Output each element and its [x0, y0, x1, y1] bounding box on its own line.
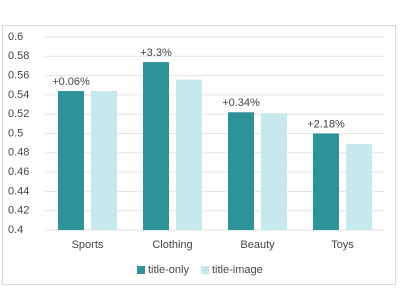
y-tick-label: 0.44 — [8, 185, 29, 197]
bar — [261, 113, 287, 230]
y-tick-label: 0.54 — [8, 89, 29, 101]
y-tick-label: 0.58 — [8, 50, 29, 62]
annotation: +0.34% — [222, 97, 260, 109]
annotation: +0.06% — [52, 76, 90, 88]
bar — [313, 133, 339, 230]
bar — [346, 144, 372, 230]
bar — [143, 62, 169, 231]
y-tick-label: 0.48 — [8, 147, 29, 159]
legend-label: title-only — [148, 264, 189, 276]
y-tick-label: 0.5 — [8, 127, 23, 139]
bar — [228, 112, 254, 230]
x-tick-label: Beauty — [240, 239, 275, 251]
y-tick-label: 0.4 — [8, 224, 23, 236]
bar — [176, 79, 202, 231]
y-tick-label: 0.56 — [8, 70, 29, 82]
annotation: +3.3% — [140, 47, 172, 59]
y-tick-label: 0.6 — [8, 31, 23, 43]
y-tick-label: 0.46 — [8, 166, 29, 178]
legend-label: title-image — [212, 264, 263, 276]
x-tick-label: Toys — [331, 239, 354, 251]
x-tick-label: Clothing — [152, 239, 192, 251]
bar — [91, 91, 117, 230]
bar — [58, 91, 84, 230]
y-tick-label: 0.42 — [8, 205, 29, 217]
legend-swatch — [137, 266, 145, 274]
y-tick-label: 0.52 — [8, 108, 29, 120]
annotation: +2.18% — [307, 118, 345, 130]
legend-swatch — [200, 266, 209, 274]
x-tick-label: Sports — [72, 239, 104, 251]
